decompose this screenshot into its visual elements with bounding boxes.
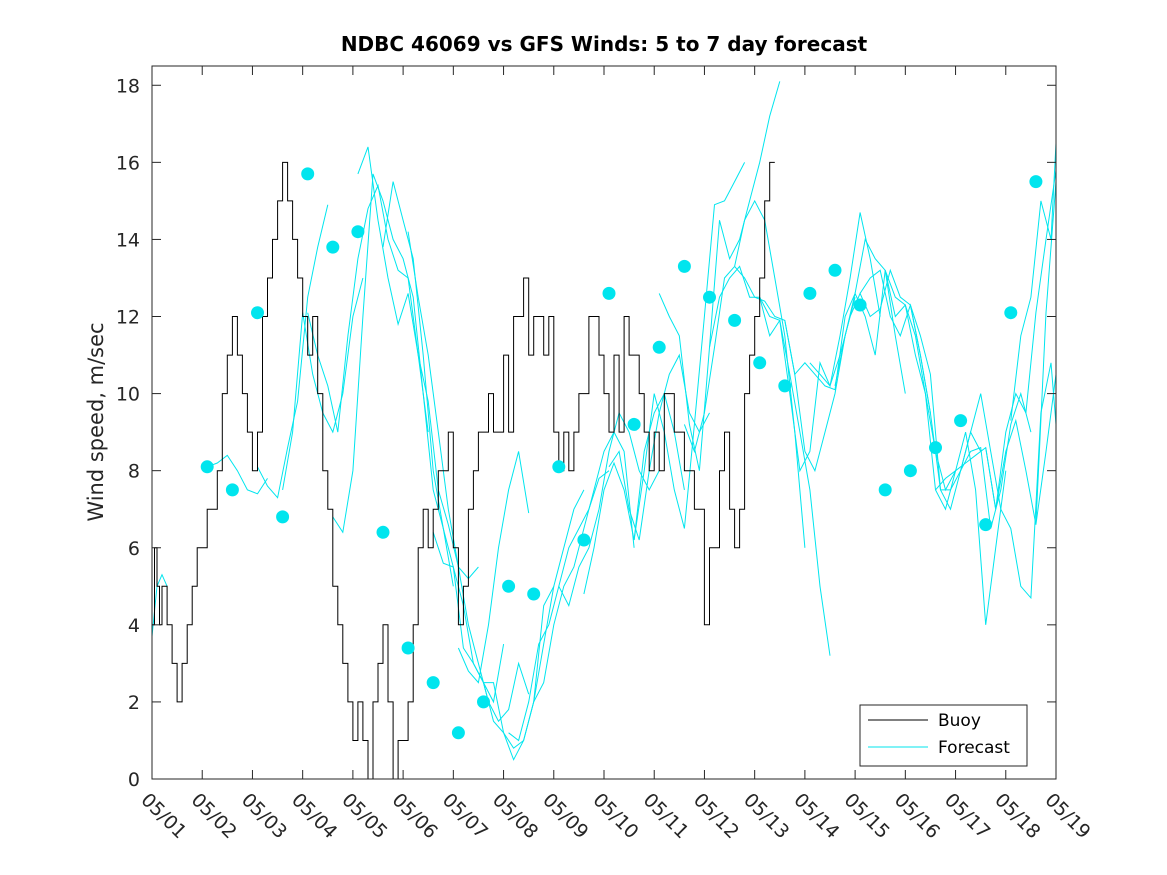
x-tick-label-1: 05/02 (187, 789, 241, 843)
forecast-line-2 (257, 204, 329, 499)
forecast-line-31 (985, 170, 1057, 510)
legend: Buoy Forecast (859, 704, 1028, 767)
forecast-marker-4 (301, 167, 315, 181)
y-tick-label-18: 18 (116, 75, 140, 97)
x-tick-label-0: 05/01 (136, 789, 190, 843)
y-axis-ticks: 0 2 4 6 8 10 12 14 16 18 (116, 75, 1056, 791)
forecast-marker-16 (602, 286, 616, 300)
x-tick-label-9: 05/10 (588, 789, 642, 843)
x-tick-label-16: 05/17 (940, 789, 994, 843)
x-tick-label-4: 05/05 (337, 789, 391, 843)
forecast-marker-20 (703, 290, 716, 304)
x-tick-label-10: 05/11 (639, 789, 693, 843)
buoy-series-line (152, 161, 775, 780)
y-tick-label-16: 16 (116, 152, 140, 174)
forecast-marker-19 (677, 259, 691, 273)
x-tick-label-11: 05/12 (689, 789, 743, 843)
forecast-marker-0 (200, 460, 214, 474)
forecast-line-8 (407, 231, 530, 723)
x-tick-label-14: 05/15 (840, 789, 894, 843)
legend-forecast-label: Forecast (938, 738, 1010, 758)
forecast-line-1 (207, 454, 268, 495)
forecast-marker-10 (451, 726, 465, 740)
forecast-line-5 (332, 173, 454, 587)
forecast-line-32 (1010, 143, 1057, 421)
forecast-line-10 (457, 451, 530, 684)
y-tick-label-10: 10 (116, 384, 140, 406)
y-tick-label-0: 0 (128, 769, 140, 791)
y-tick-label-6: 6 (128, 538, 140, 560)
forecast-marker-2 (251, 306, 264, 320)
forecast-marker-13 (527, 587, 541, 601)
forecast-line-18 (658, 81, 781, 471)
forecast-line-33 (1035, 181, 1057, 525)
forecast-marker-32 (1004, 306, 1018, 320)
forecast-line-19 (683, 199, 806, 548)
y-tick-label-2: 2 (128, 692, 140, 714)
forecast-lines (151, 81, 1057, 761)
x-tick-label-15: 05/16 (890, 789, 944, 843)
forecast-marker-24 (803, 286, 817, 300)
forecast-marker-8 (401, 641, 415, 655)
forecast-marker-23 (778, 379, 792, 393)
y-axis-title: Wind speed, m/sec (84, 322, 108, 521)
forecast-marker-1 (225, 483, 239, 497)
legend-buoy-label: Buoy (938, 711, 981, 731)
x-tick-label-17: 05/18 (990, 789, 1044, 843)
forecast-marker-3 (276, 510, 290, 524)
forecast-marker-5 (326, 240, 340, 254)
y-tick-label-14: 14 (116, 229, 140, 251)
forecast-marker-12 (502, 579, 516, 593)
forecast-line-17 (633, 162, 746, 541)
forecast-line-30 (960, 362, 1057, 600)
legend-box (859, 704, 1028, 767)
forecast-line-28 (909, 304, 1032, 529)
x-tick-label-13: 05/14 (789, 789, 843, 843)
buoy-line (152, 161, 775, 780)
forecast-marker-9 (426, 676, 440, 690)
forecast-marker-33 (1029, 175, 1043, 189)
forecast-marker-14 (552, 460, 566, 474)
y-tick-label-4: 4 (128, 615, 140, 637)
x-tick-label-12: 05/13 (739, 789, 793, 843)
chart-title: NDBC 46069 vs GFS Winds: 5 to 7 day fore… (341, 32, 868, 56)
forecast-marker-30 (954, 414, 968, 428)
forecast-line-27 (884, 270, 1007, 625)
forecast-marker-29 (929, 441, 942, 455)
forecast-marker-28 (903, 464, 917, 478)
x-tick-label-3: 05/04 (287, 789, 341, 843)
forecast-line-13 (533, 431, 635, 703)
y-tick-label-8: 8 (128, 461, 140, 483)
forecast-line-22 (759, 212, 881, 473)
forecast-marker-27 (878, 483, 892, 497)
forecast-marker-26 (853, 298, 867, 312)
x-tick-label-6: 05/07 (438, 789, 492, 843)
y-tick-label-12: 12 (116, 307, 140, 329)
x-tick-label-8: 05/09 (538, 789, 592, 843)
forecast-marker-17 (627, 417, 641, 431)
forecast-marker-15 (577, 533, 591, 547)
x-tick-label-2: 05/03 (237, 789, 291, 843)
x-tick-label-7: 05/08 (488, 789, 542, 843)
forecast-marker-18 (652, 340, 666, 354)
forecast-marker-7 (376, 525, 390, 539)
forecast-line-20 (709, 265, 831, 656)
forecast-markers (200, 167, 1043, 740)
x-tick-label-5: 05/06 (388, 789, 442, 843)
forecast-marker-6 (351, 225, 365, 239)
forecast-marker-21 (728, 313, 742, 327)
forecast-marker-22 (753, 356, 767, 370)
forecast-marker-11 (477, 695, 490, 709)
forecast-line-14 (558, 411, 660, 607)
forecast-marker-31 (979, 518, 993, 532)
plot-area (152, 66, 1056, 779)
x-tick-label-18: 05/19 (1040, 789, 1094, 843)
forecast-marker-25 (828, 263, 842, 277)
